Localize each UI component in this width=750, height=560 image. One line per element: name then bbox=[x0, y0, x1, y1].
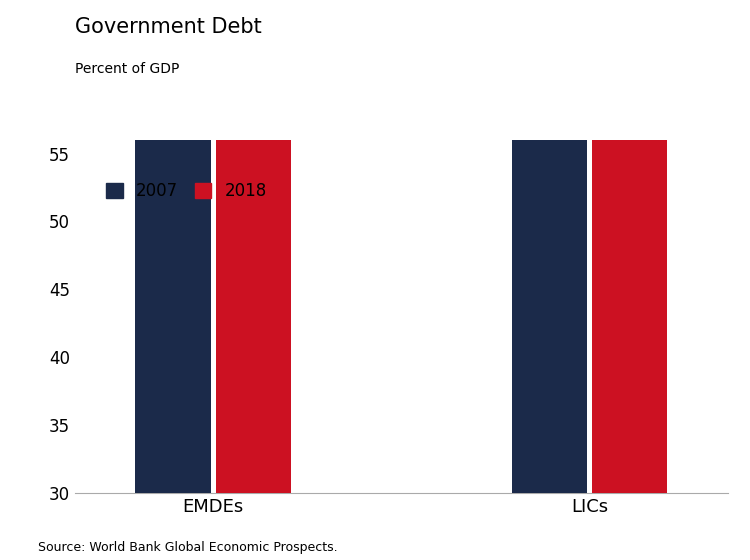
Text: Source: World Bank Global Economic Prospects.: Source: World Bank Global Economic Prosp… bbox=[38, 542, 338, 554]
Bar bbox=[215, 0, 291, 493]
Bar bbox=[592, 0, 668, 493]
Bar bbox=[512, 0, 587, 493]
Text: Percent of GDP: Percent of GDP bbox=[75, 62, 179, 76]
Legend: 2007, 2018: 2007, 2018 bbox=[106, 182, 267, 200]
Bar bbox=[135, 7, 211, 493]
Text: Government Debt: Government Debt bbox=[75, 17, 262, 37]
